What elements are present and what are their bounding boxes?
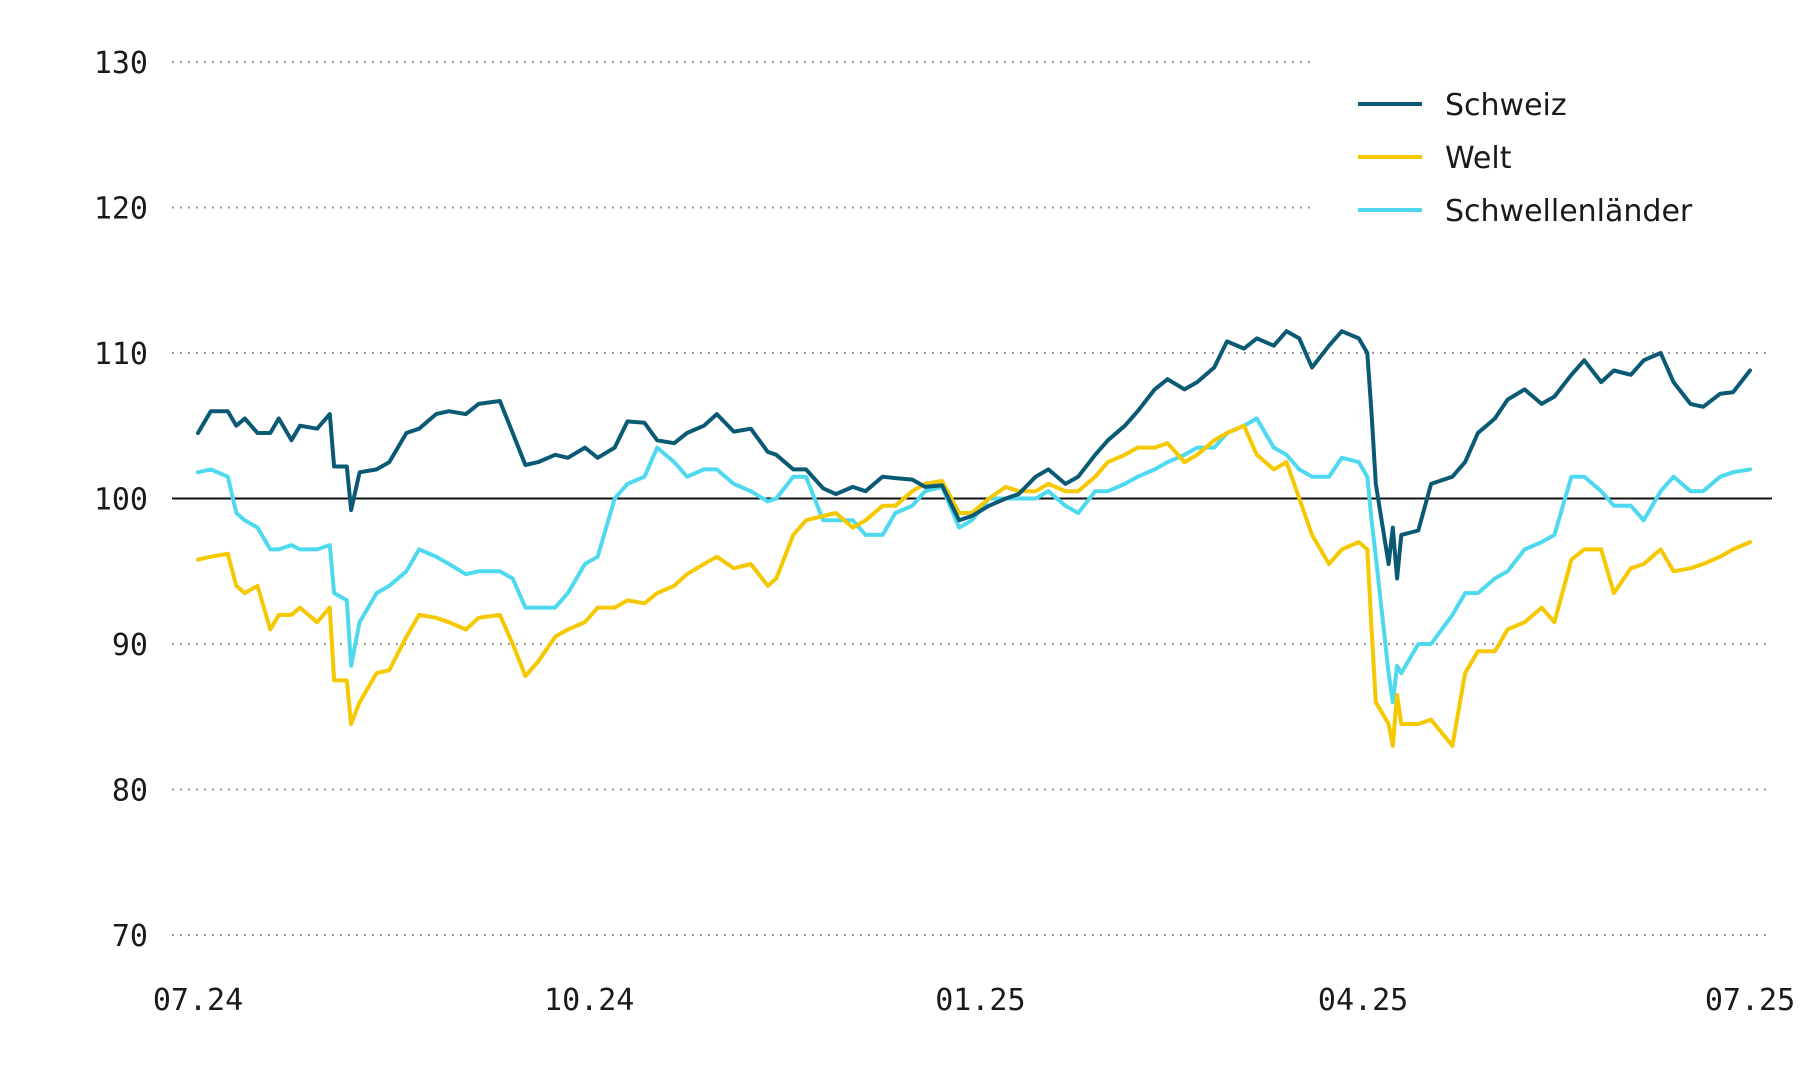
grid [172, 61, 1772, 936]
series-line-1 [196, 423, 1752, 748]
series-line-0 [196, 329, 1752, 581]
y-tick-label: 90 [112, 628, 148, 663]
x-tick-label: 04.25 [1318, 983, 1408, 1018]
legend-label: Schwellenländer [1445, 194, 1693, 229]
legend-label: Schweiz [1445, 88, 1567, 123]
x-axis-ticks: 07.24 10.24 01.25 04.25 07.25 [153, 983, 1795, 1018]
y-tick-label: 130 [94, 46, 148, 81]
series-lines [196, 329, 1752, 748]
x-tick-label: 07.25 [1705, 983, 1795, 1018]
y-axis-ticks: 130 120 110 100 90 80 70 [94, 46, 148, 954]
legend-label: Welt [1445, 141, 1512, 176]
x-tick-label: 07.24 [153, 983, 243, 1018]
legend: Schweiz Welt Schwellenländer [1358, 88, 1693, 229]
y-tick-label: 120 [94, 192, 148, 227]
y-tick-label: 70 [112, 919, 148, 954]
x-tick-label: 01.25 [935, 983, 1025, 1018]
series-line-2 [196, 416, 1752, 705]
y-tick-label: 100 [94, 483, 148, 518]
y-tick-label: 110 [94, 337, 148, 372]
y-tick-label: 80 [112, 774, 148, 809]
x-tick-label: 10.24 [544, 983, 634, 1018]
